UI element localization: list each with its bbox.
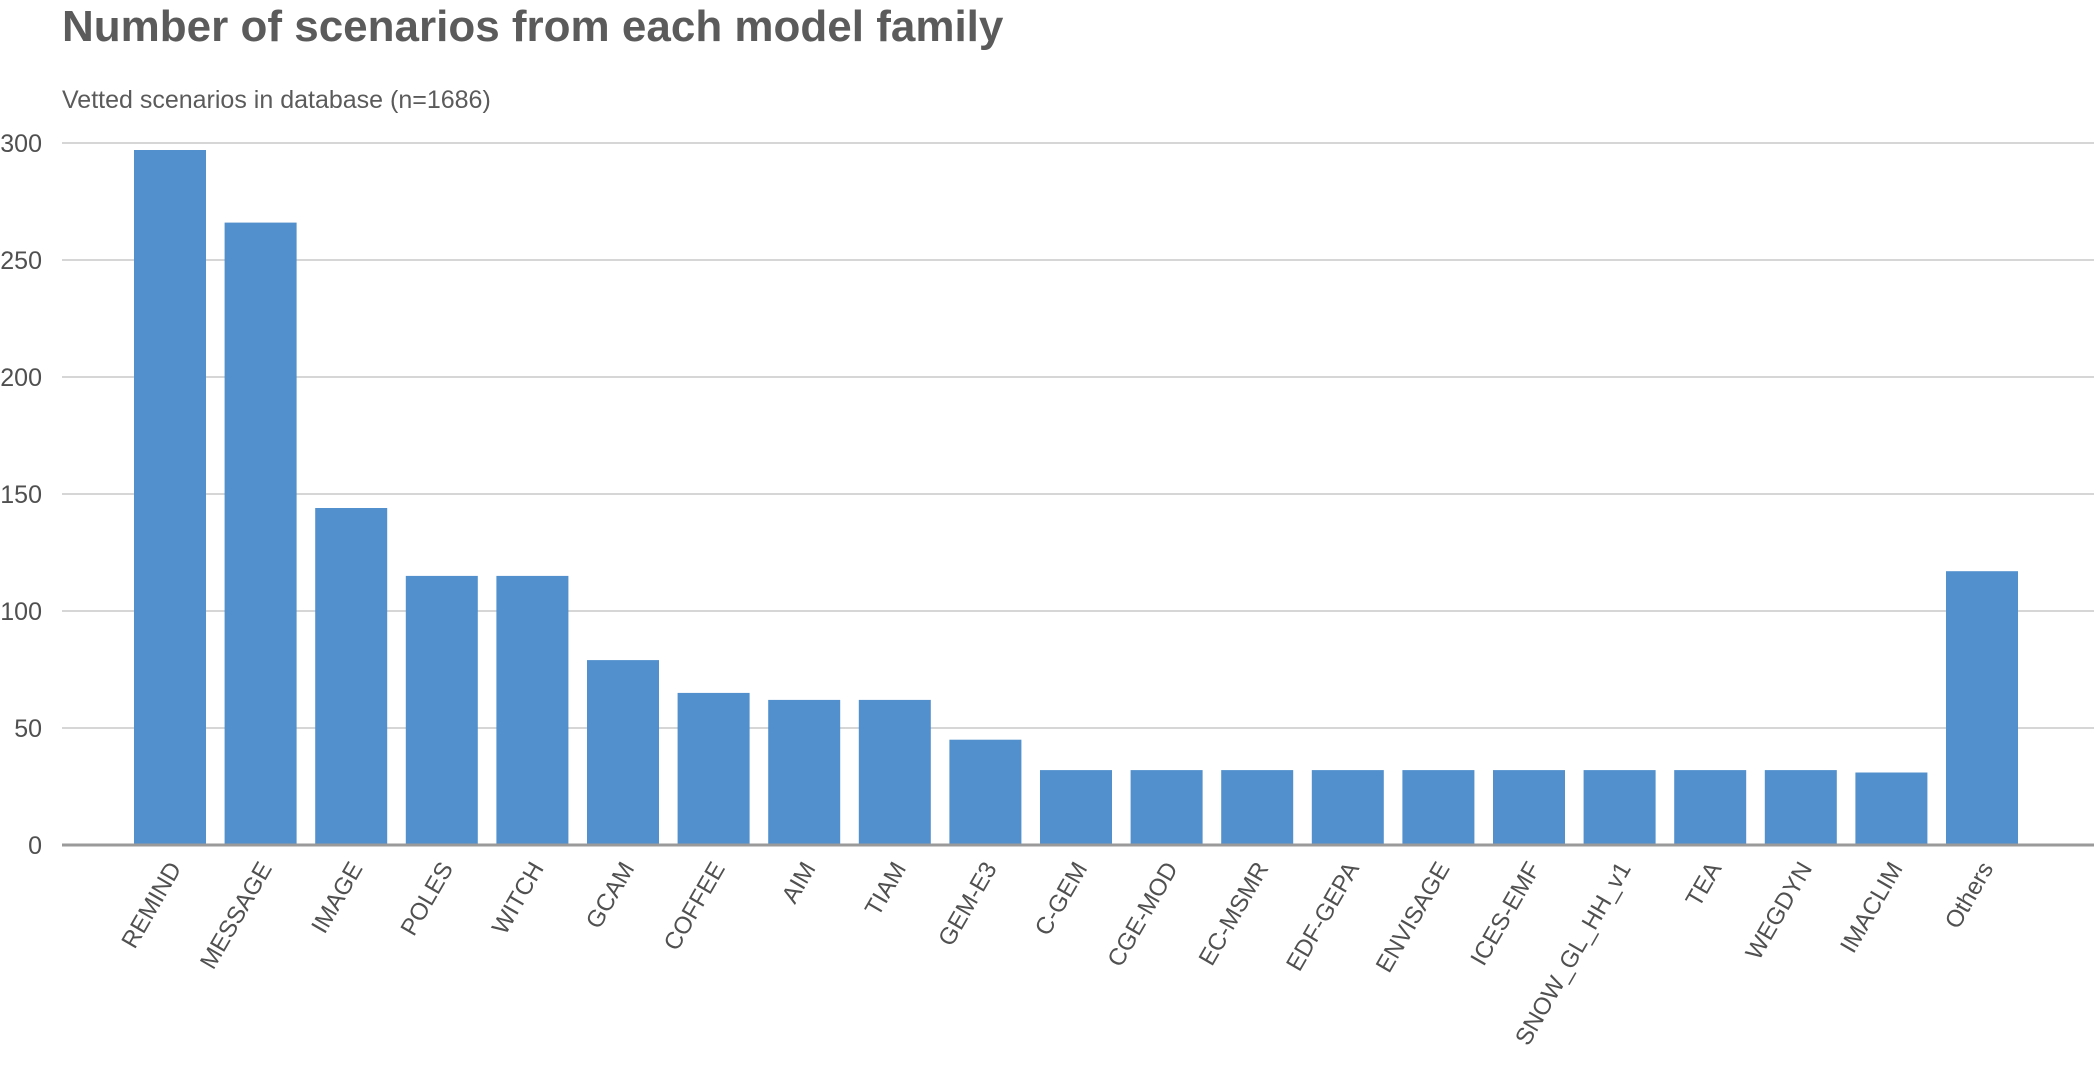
x-tick-label: EC-MSMR — [1194, 858, 1275, 971]
y-tick-label: 200 — [0, 364, 42, 392]
bar-witch — [496, 575, 569, 845]
y-tick-label: 100 — [0, 598, 42, 626]
y-tick-label: 0 — [28, 832, 42, 860]
bar-c-gem — [1040, 770, 1112, 845]
x-tick-label: TIAM — [860, 858, 912, 921]
x-tick-label: Others — [1940, 858, 1999, 934]
bar-ec-msmr — [1221, 770, 1294, 845]
x-tick-label: IMAGE — [306, 858, 368, 938]
chart-subtitle: Vetted scenarios in database (n=1686) — [62, 86, 491, 114]
bar-wegdyn — [1764, 770, 1837, 845]
x-tick-label: WEGDYN — [1741, 858, 1818, 965]
y-tick-label: 300 — [0, 130, 42, 158]
bar-tiam — [858, 699, 931, 845]
x-tick-label: TEA — [1681, 858, 1728, 912]
x-tick-label: GEM-E3 — [933, 858, 1002, 951]
y-tick-label: 50 — [14, 715, 42, 743]
x-axis-category-labels: REMIND MESSAGE IMAGE POLES WITCH GCAM COFFEE AI… — [116, 858, 1999, 1051]
x-tick-label: GCAM — [581, 858, 640, 934]
x-tick-label: WITCH — [487, 858, 550, 940]
y-tick-label: 250 — [0, 247, 42, 275]
bar-gem-e3 — [949, 739, 1022, 845]
bar-tea — [1674, 770, 1747, 845]
gridlines — [62, 142, 2094, 729]
bars — [134, 150, 2018, 846]
bar-coffee — [677, 692, 750, 845]
bar-ices-emf — [1493, 770, 1565, 845]
bar-remind — [134, 150, 206, 845]
bar-others — [1946, 571, 2018, 845]
y-axis-ticks: 0 50 100 150 200 250 300 — [0, 130, 42, 860]
chart-title: Number of scenarios from each model fami… — [62, 2, 1004, 51]
x-tick-label: AIM — [777, 858, 822, 908]
bar-snow-gl-hh-v1 — [1583, 770, 1656, 845]
bar-imaclim — [1855, 772, 1928, 845]
x-tick-label: CGE-MOD — [1102, 858, 1183, 972]
x-tick-label: POLES — [396, 858, 459, 941]
x-tick-label: C-GEM — [1030, 858, 1093, 941]
x-tick-label: IMACLIM — [1835, 858, 1908, 958]
bar-envisage — [1402, 770, 1475, 845]
x-tick-label: COFFEE — [659, 858, 731, 956]
x-tick-label: ICES-EMF — [1465, 858, 1546, 971]
x-tick-label: ENVISAGE — [1371, 858, 1456, 978]
x-tick-label: REMIND — [116, 858, 187, 953]
bar-edf-gepa — [1311, 770, 1384, 845]
bar-poles — [405, 575, 478, 845]
bar-message — [224, 222, 297, 846]
bar-image — [315, 508, 388, 845]
x-tick-label: MESSAGE — [195, 858, 278, 974]
x-tick-label: EDF-GEPA — [1281, 858, 1365, 976]
bar-cge-mod — [1130, 770, 1203, 845]
y-tick-label: 150 — [0, 481, 42, 509]
bar-aim — [768, 699, 841, 845]
bar-gcam — [587, 660, 659, 845]
